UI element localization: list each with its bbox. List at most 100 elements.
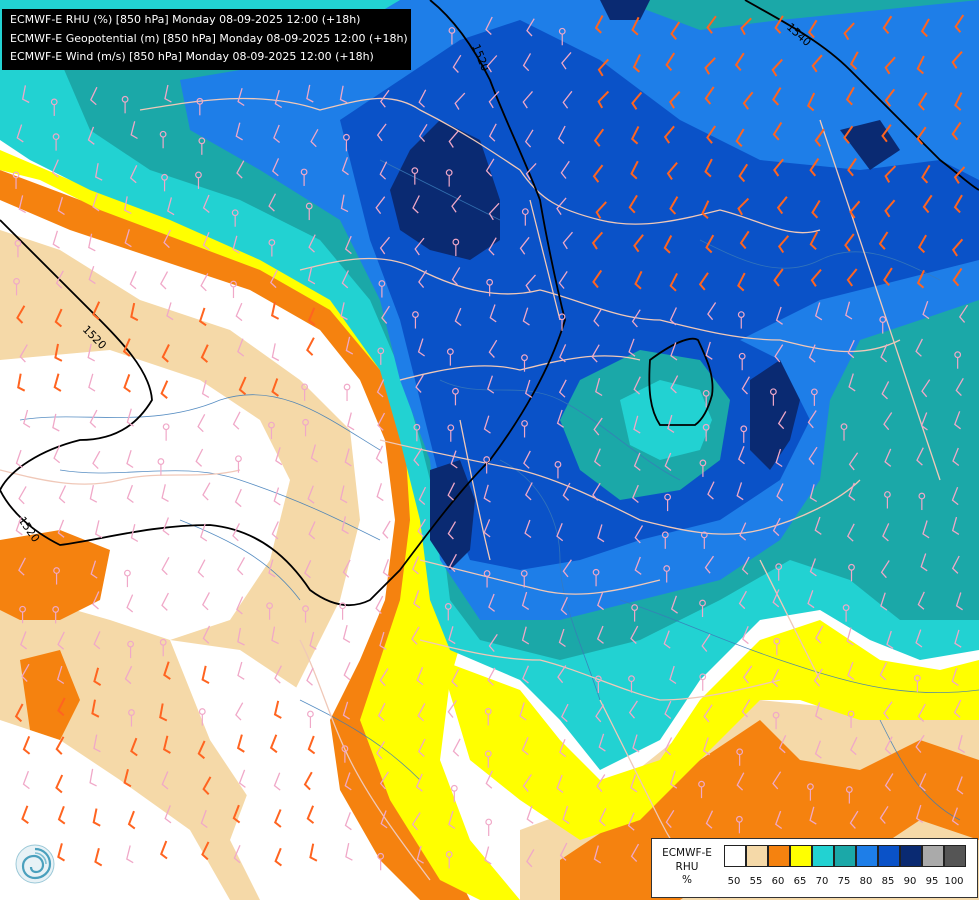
wind-barb (12, 171, 20, 189)
wind-barb (57, 519, 65, 538)
wind-barb (521, 591, 530, 610)
legend-tick-label: 50 (727, 876, 741, 887)
wind-barb (667, 414, 675, 433)
wind-barb (167, 197, 175, 216)
wind-barb (232, 235, 240, 254)
wind-barb (630, 625, 639, 644)
wind-barb (271, 343, 280, 362)
wind-barb (94, 847, 103, 867)
wind-barb (951, 486, 959, 506)
wind-barb (21, 805, 29, 825)
legend-swatch (878, 845, 900, 867)
wind-barb (775, 306, 783, 325)
wind-barb (847, 661, 855, 681)
wind-barb (916, 447, 924, 466)
wind-barb (704, 57, 716, 75)
wind-barb (127, 810, 136, 830)
wind-barb (879, 662, 888, 681)
wind-barb (670, 595, 678, 614)
wind-barb (127, 640, 134, 659)
wind-barb (91, 699, 100, 718)
wind-barb (664, 700, 672, 720)
wind-barb (126, 408, 134, 427)
wind-barb (196, 97, 204, 116)
wind-barb (557, 125, 566, 144)
wind-barb (628, 338, 636, 357)
wind-barb (306, 337, 315, 356)
wind-barb (201, 665, 210, 684)
wind-barb (953, 194, 963, 214)
wind-barb (670, 770, 678, 789)
wind-barb (633, 376, 641, 395)
wind-barb (521, 208, 529, 226)
rhu-85-90-east (750, 360, 800, 470)
wind-barb (775, 810, 783, 830)
wind-barb (58, 485, 67, 504)
wind-barb (884, 88, 896, 107)
wind-barb (669, 272, 678, 292)
wind-barb (562, 805, 570, 825)
wind-barb (53, 445, 61, 464)
wind-barb (773, 158, 784, 177)
legend-swatch (922, 845, 944, 867)
wind-barb (89, 768, 97, 787)
wind-barb (485, 158, 495, 177)
wind-barb (954, 351, 962, 369)
wind-barb (345, 842, 353, 861)
wind-barb (631, 16, 640, 36)
wind-barb (810, 268, 822, 287)
wind-barb (632, 484, 639, 504)
wind-barb (417, 703, 426, 722)
wind-barb (201, 841, 210, 861)
wind-barb (274, 665, 282, 684)
header-line-wind: ECMWF-E Wind (m/s) [850 hPa] Monday 08-0… (10, 50, 374, 63)
wind-barb (272, 158, 280, 177)
wind-barb (769, 388, 777, 406)
wind-barb (922, 520, 930, 539)
wind-barb (57, 197, 65, 216)
wind-barb (915, 629, 923, 648)
wind-barb (232, 411, 241, 430)
wind-barb (809, 158, 820, 177)
wind-barb (666, 162, 678, 180)
wind-barb (884, 773, 894, 792)
wind-barb (741, 699, 751, 718)
wind-barb (53, 567, 60, 585)
wind-barb (15, 517, 23, 536)
wind-barb (630, 125, 640, 145)
wind-barb (454, 307, 462, 327)
wind-barb (483, 570, 491, 588)
wind-barb (525, 274, 536, 292)
wind-barb (445, 851, 453, 869)
legend-title: ECMWF-E RHU % (654, 847, 720, 888)
wind-barb (843, 22, 855, 41)
header-line-geopotential: ECMWF-E Geopotential (m) [850 hPa] Monda… (10, 31, 408, 45)
wind-barb (706, 125, 717, 144)
wind-barb (159, 703, 168, 722)
wind-barb (375, 196, 386, 214)
wind-barb (302, 418, 309, 437)
wind-barb (813, 668, 823, 687)
wind-barb (198, 137, 206, 155)
wind-barb (92, 808, 101, 827)
wind-barb (561, 51, 572, 70)
wind-barb (231, 209, 239, 227)
wind-barb (485, 16, 493, 35)
wind-barb (16, 305, 26, 324)
wind-barb (485, 818, 493, 837)
wind-barb (161, 484, 169, 502)
wind-barb (777, 411, 787, 430)
wind-barb (738, 352, 746, 371)
wind-barb (306, 805, 315, 824)
wind-barb (342, 701, 350, 720)
wind-barb (344, 235, 352, 255)
wind-barb (665, 52, 676, 71)
wind-barb (558, 313, 566, 331)
wind-barb (341, 516, 349, 535)
wind-barb (705, 341, 713, 360)
wind-barb (669, 91, 681, 109)
wind-barb (772, 771, 782, 790)
wind-barb (737, 311, 745, 329)
